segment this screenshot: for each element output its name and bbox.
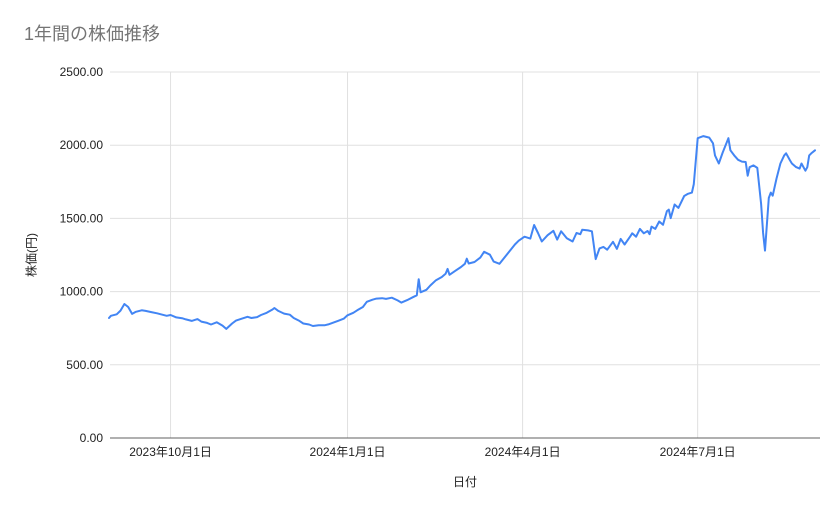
x-tick-label: 2024年7月1日 <box>660 445 736 459</box>
stock-price-series-line <box>108 135 816 330</box>
x-tick-label: 2024年1月1日 <box>310 445 386 459</box>
x-axis-title: 日付 <box>452 475 478 489</box>
y-tick-label: 2000.00 <box>60 138 104 152</box>
y-axis-title: 株価(円) <box>24 233 39 277</box>
y-tick-label: 2500.00 <box>60 65 104 79</box>
y-tick-label: 1500.00 <box>60 211 104 225</box>
y-tick-label: 1000.00 <box>60 285 104 299</box>
chart-title: 1年間の株価推移 <box>24 24 161 44</box>
x-tick-label: 2023年10月1日 <box>129 445 212 459</box>
y-tick-label: 0.00 <box>80 431 104 445</box>
y-tick-label: 500.00 <box>66 358 103 372</box>
x-tick-label: 2024年4月1日 <box>485 445 561 459</box>
